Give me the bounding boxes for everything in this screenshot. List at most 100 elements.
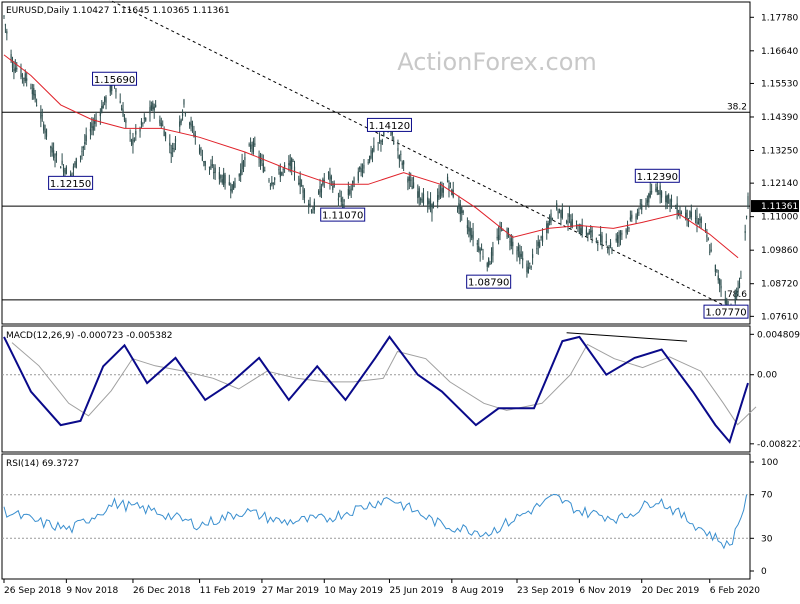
rsi-line (3, 493, 748, 550)
candle-body (170, 152, 172, 155)
candle-body (99, 112, 101, 117)
symbol-header: EURUSD,Daily 1.10427 1.11645 1.10365 1.1… (6, 6, 230, 16)
trendline (108, 0, 744, 316)
candle-body (719, 279, 721, 286)
level-label: 38.2 (727, 102, 747, 112)
candle-body (359, 167, 361, 170)
candle-body (363, 164, 365, 169)
candle-body (262, 163, 264, 173)
candle-body (459, 204, 461, 215)
candle-body (189, 122, 191, 126)
candle-body (218, 172, 221, 180)
candle-body (180, 119, 182, 123)
candle-body (670, 198, 673, 202)
candle-body (417, 191, 419, 198)
candle-body (310, 210, 313, 213)
price-tick-label: 1.15530 (761, 79, 798, 89)
candle-body (403, 161, 405, 165)
candle-body (666, 195, 668, 204)
candle-body (639, 203, 641, 205)
candle-body (140, 120, 143, 126)
candle-body (361, 170, 364, 173)
candle-body (340, 197, 342, 202)
candle-body (461, 207, 463, 214)
candle-body (271, 182, 273, 185)
candle-body (507, 232, 510, 234)
candle-body (537, 241, 539, 247)
candle-body (737, 287, 739, 293)
candle-body (635, 215, 637, 220)
candle-body (526, 263, 528, 273)
candle-body (489, 263, 491, 265)
candle-body (203, 161, 205, 163)
candle-body (469, 228, 471, 236)
candle-body (302, 186, 304, 193)
candle-body (208, 166, 211, 168)
candle-body (55, 153, 58, 156)
candle-body (322, 179, 324, 185)
candle-body (104, 96, 106, 102)
candle-body (139, 127, 141, 132)
candle-body (580, 228, 582, 234)
candle-body (466, 225, 469, 229)
candle-body (608, 247, 610, 249)
candle-body (51, 147, 53, 153)
candle-body (690, 211, 692, 218)
candle-body (502, 230, 504, 231)
candle-body (716, 269, 718, 271)
candle-body (82, 146, 84, 149)
candle-body (694, 218, 697, 220)
candle-body (153, 106, 155, 111)
candle-body (400, 153, 402, 155)
candle-body (482, 256, 484, 258)
candle-body (597, 243, 599, 245)
candle-body (520, 253, 522, 257)
candle-body (240, 169, 242, 176)
candle-body (421, 198, 423, 203)
candle-body (412, 182, 415, 188)
price-callout-label: 1.11070 (322, 211, 363, 222)
candle-body (609, 242, 612, 247)
candle-body (497, 235, 500, 241)
candle-body (626, 225, 629, 228)
price-tick-label: 1.11000 (761, 213, 798, 223)
candle-body (23, 78, 25, 79)
candle-body (298, 182, 300, 185)
candle-body (724, 298, 726, 304)
rsi-tick-label: 0 (761, 567, 767, 577)
price-callout-label: 1.12390 (637, 172, 678, 183)
candle-body (283, 165, 286, 168)
candle-body (659, 185, 661, 195)
macd-tick-label: 0.00 (757, 371, 777, 381)
candle-body (272, 183, 274, 185)
candle-body (79, 155, 82, 158)
candle-body (558, 209, 561, 211)
candle-body (371, 150, 374, 154)
candle-body (734, 292, 736, 303)
candle-body (282, 168, 284, 170)
candle-body (527, 266, 529, 274)
candle-body (30, 87, 32, 89)
candle-body (581, 224, 583, 234)
candle-body (676, 203, 678, 215)
candle-body (152, 102, 154, 110)
candle-body (329, 173, 331, 182)
candle-body (40, 112, 42, 119)
candle-body (649, 191, 651, 198)
candle-body (62, 166, 65, 172)
candle-body (428, 200, 430, 205)
rsi-layer (2, 493, 750, 550)
macd-panel-border (1, 325, 751, 453)
candle-body (181, 113, 184, 117)
candle-body (631, 214, 633, 219)
candle-body (607, 248, 609, 250)
candle-body (254, 143, 256, 146)
candle-body (213, 172, 215, 174)
candle-body (621, 233, 623, 235)
candle-body (221, 179, 223, 183)
candle-body (588, 231, 590, 235)
candle-body (278, 168, 280, 171)
candle-body (353, 177, 355, 187)
candle-body (418, 188, 420, 198)
candle-body (72, 166, 75, 170)
